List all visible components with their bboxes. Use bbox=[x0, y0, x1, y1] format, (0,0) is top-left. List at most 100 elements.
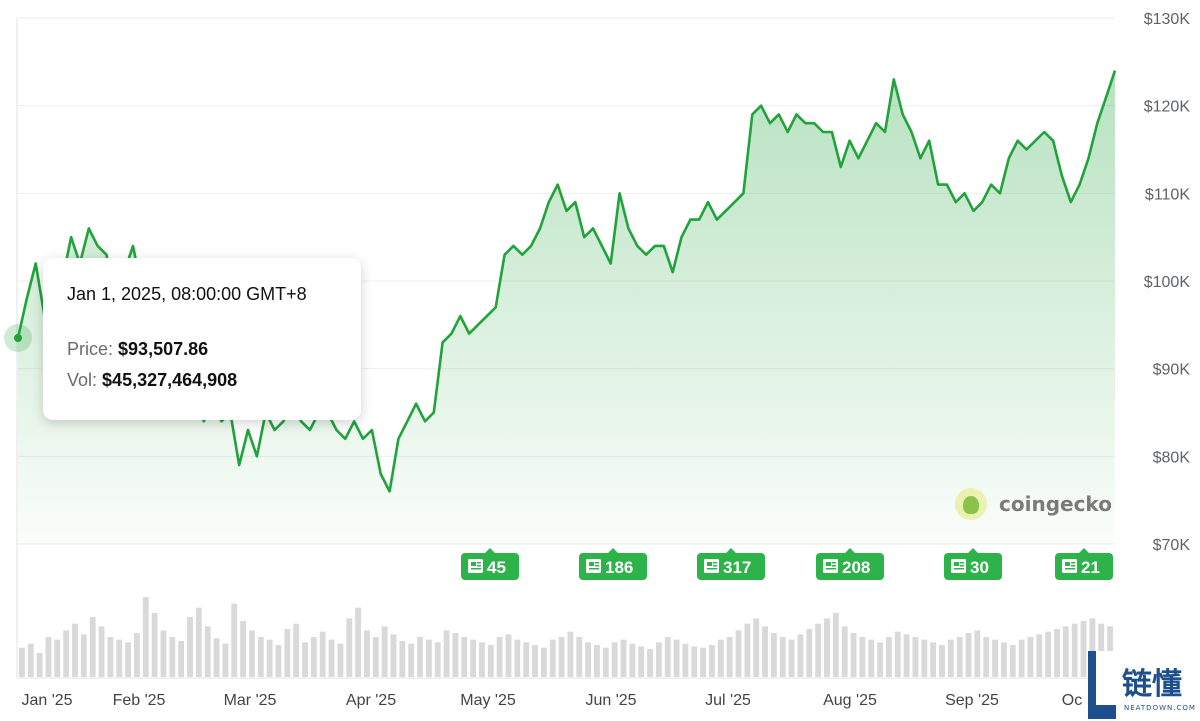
volume-bar bbox=[72, 623, 78, 677]
x-tick-label: May '25 bbox=[460, 692, 516, 709]
volume-bar bbox=[487, 645, 494, 677]
volume-bar bbox=[240, 621, 247, 677]
volume-bar bbox=[275, 645, 282, 677]
volume-bar bbox=[1036, 634, 1043, 677]
news-badge-count: 30 bbox=[970, 558, 989, 577]
volume-bar bbox=[726, 637, 733, 677]
y-tick-label: $120K bbox=[1144, 99, 1191, 116]
volume-bars bbox=[19, 597, 1113, 677]
news-badge[interactable]: 208 bbox=[816, 548, 884, 580]
volume-bar bbox=[655, 642, 662, 677]
volume-bar bbox=[160, 630, 167, 677]
volume-bar bbox=[328, 639, 335, 677]
volume-bar bbox=[1009, 645, 1016, 677]
volume-bar bbox=[877, 642, 883, 677]
news-badge[interactable]: 186 bbox=[579, 548, 647, 580]
volume-bar bbox=[116, 639, 123, 677]
volume-bar bbox=[364, 630, 370, 677]
brand-name: coingecko bbox=[999, 492, 1112, 516]
volume-bar bbox=[399, 641, 406, 677]
volume-bar bbox=[505, 634, 512, 677]
volume-bar bbox=[992, 639, 998, 677]
volume-bar bbox=[647, 649, 653, 677]
volume-bar bbox=[576, 637, 583, 677]
x-axis-ticks: Jan '25 Feb '25 Mar '25 Apr '25 May '25 Jun '… bbox=[21, 692, 1082, 709]
volume-bar bbox=[974, 630, 981, 677]
newspaper-icon bbox=[586, 559, 601, 573]
volume-bar bbox=[903, 634, 910, 677]
volume-bar bbox=[461, 637, 468, 677]
x-tick-label: Aug '25 bbox=[823, 692, 877, 709]
volume-bar bbox=[558, 637, 565, 677]
volume-bar bbox=[231, 603, 238, 677]
tooltip-price-value: $93,507.86 bbox=[118, 339, 209, 359]
volume-bar bbox=[709, 645, 715, 677]
volume-bar bbox=[372, 637, 379, 677]
volume-bar bbox=[638, 646, 645, 677]
volume-bar bbox=[134, 633, 140, 677]
news-badge[interactable]: 317 bbox=[697, 548, 765, 580]
y-tick-label: $110K bbox=[1145, 186, 1190, 203]
gecko-logo-icon bbox=[955, 488, 987, 520]
volume-bar bbox=[540, 647, 547, 677]
news-badge[interactable]: 45 bbox=[461, 548, 519, 580]
volume-bar bbox=[620, 639, 627, 677]
news-badge-count: 21 bbox=[1081, 558, 1100, 577]
news-badge-count: 186 bbox=[605, 558, 633, 577]
y-tick-label: $80K bbox=[1153, 449, 1191, 466]
news-badge-count: 317 bbox=[723, 558, 751, 577]
volume-bar bbox=[549, 639, 556, 677]
tooltip-date: Jan 1, 2025, 08:00:00 GMT+8 bbox=[67, 284, 307, 304]
volume-bar bbox=[744, 623, 751, 677]
volume-bar bbox=[98, 626, 105, 677]
y-tick-label: $90K bbox=[1153, 362, 1191, 379]
volume-bar bbox=[717, 639, 724, 677]
volume-bar bbox=[355, 607, 362, 677]
x-tick-label: Feb '25 bbox=[113, 692, 166, 709]
volume-bar bbox=[408, 643, 415, 677]
volume-bar bbox=[417, 637, 423, 677]
volume-bar bbox=[1098, 623, 1105, 677]
volume-bar bbox=[249, 630, 255, 677]
volume-bar bbox=[443, 630, 450, 677]
volume-bar bbox=[567, 631, 574, 677]
volume-bar bbox=[806, 629, 813, 677]
volume-bar bbox=[779, 637, 786, 677]
coingecko-brand[interactable]: coingecko bbox=[955, 487, 1112, 521]
volume-bar bbox=[169, 637, 176, 677]
newspaper-icon bbox=[951, 559, 966, 573]
volume-bar bbox=[965, 633, 972, 677]
volume-bar bbox=[142, 597, 149, 677]
watermark-logo: 链懂 NEATDOWN.COM bbox=[1088, 651, 1200, 721]
tooltip-vol-value: $45,327,464,908 bbox=[102, 370, 238, 390]
volume-bar bbox=[54, 639, 61, 677]
volume-bar bbox=[381, 626, 388, 677]
volume-bar bbox=[1089, 618, 1096, 677]
y-tick-label: $70K bbox=[1153, 537, 1191, 554]
volume-bar bbox=[293, 623, 300, 677]
news-badge[interactable]: 30 bbox=[944, 548, 1002, 580]
volume-bar bbox=[868, 639, 875, 677]
volume-bar bbox=[983, 637, 990, 677]
volume-bar bbox=[434, 642, 441, 677]
volume-bar bbox=[832, 613, 839, 677]
news-badge[interactable]: 21 bbox=[1055, 548, 1113, 580]
price-area bbox=[18, 70, 1115, 544]
volume-bar bbox=[850, 633, 857, 677]
volume-bar bbox=[319, 631, 326, 677]
volume-bar bbox=[885, 637, 892, 677]
volume-bar bbox=[841, 626, 848, 677]
volume-bar bbox=[187, 617, 193, 677]
volume-bar bbox=[700, 647, 707, 677]
volume-bar bbox=[266, 639, 273, 677]
newspaper-icon bbox=[823, 559, 838, 573]
volume-bar bbox=[1071, 623, 1078, 677]
volume-bar bbox=[125, 642, 132, 677]
newspaper-icon bbox=[704, 559, 719, 573]
volume-bar bbox=[284, 629, 291, 677]
volume-bar bbox=[611, 642, 618, 677]
x-tick-label: Sep '25 bbox=[945, 692, 999, 709]
volume-bar bbox=[107, 637, 114, 677]
news-badge-count: 208 bbox=[842, 558, 870, 577]
